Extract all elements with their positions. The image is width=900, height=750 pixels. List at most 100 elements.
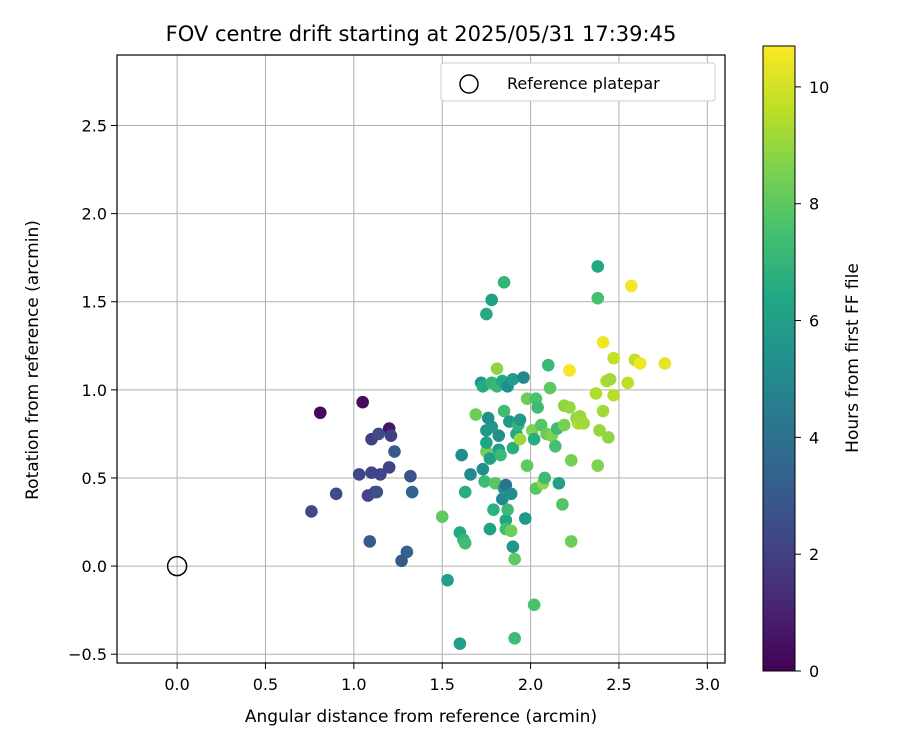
data-point (508, 552, 521, 566)
y-tick-label: −0.5 (68, 645, 107, 664)
data-point (591, 260, 605, 273)
x-tick-label: 2.5 (606, 675, 631, 694)
data-point (363, 535, 377, 548)
data-point (497, 404, 511, 418)
data-point (577, 417, 590, 430)
data-point (506, 441, 520, 455)
data-point (497, 276, 511, 289)
data-point (352, 468, 366, 481)
data-point (602, 431, 615, 444)
data-point (564, 454, 578, 467)
data-point (541, 358, 555, 372)
data-point (487, 503, 500, 516)
data-point (508, 632, 521, 645)
data-point (563, 401, 576, 414)
data-point (564, 535, 578, 548)
data-point (633, 357, 647, 370)
colorbar-tick-label: 2 (809, 545, 819, 564)
data-point (504, 524, 518, 538)
reference-point (166, 555, 188, 577)
data-point (527, 432, 541, 446)
data-point (513, 432, 527, 446)
colorbar-tick-label: 4 (809, 428, 819, 447)
legend-marker (459, 74, 479, 94)
data-point (596, 404, 610, 418)
data-point (464, 468, 477, 481)
data-point (313, 406, 327, 420)
data-point (563, 364, 576, 377)
data-point (520, 392, 534, 405)
data-point (625, 279, 638, 293)
data-point (329, 487, 343, 501)
data-point (506, 540, 520, 553)
colorbar-label: Hours from first FF file (843, 263, 863, 453)
x-tick-label: 1.0 (341, 675, 366, 694)
data-point (531, 401, 544, 414)
data-point (513, 413, 527, 427)
data-point (372, 427, 385, 441)
data-point (589, 387, 603, 400)
data-point (370, 485, 384, 499)
colorbar-tick-label: 8 (809, 195, 819, 214)
chart-title: FOV centre drift starting at 2025/05/31 … (166, 22, 677, 46)
plot-area (116, 54, 726, 664)
data-point (305, 505, 318, 518)
data-point (400, 545, 414, 559)
data-point (382, 461, 396, 474)
legend-entry: Reference platepar (507, 74, 660, 93)
data-point (384, 429, 398, 442)
data-point (557, 418, 571, 432)
data-point (658, 357, 672, 370)
y-axis-ticks: −0.5 0.0 0.5 1.0 1.5 2.0 2.5 (68, 116, 117, 664)
data-point (596, 335, 610, 349)
data-point (518, 512, 532, 525)
data-point (501, 503, 514, 516)
y-tick-label: 2.5 (82, 116, 107, 135)
colorbar-ticks: 0 2 4 6 8 10 (795, 78, 829, 681)
colorbar-tick-label: 6 (809, 312, 819, 331)
data-points (305, 260, 672, 650)
data-point (478, 475, 491, 488)
legend: Reference platepar (440, 62, 716, 102)
data-point (591, 291, 605, 305)
data-point (435, 510, 449, 524)
data-point (441, 573, 454, 587)
data-point (483, 452, 497, 465)
y-tick-label: 1.0 (82, 381, 107, 400)
data-point (607, 351, 620, 365)
colorbar-tick-label: 10 (809, 78, 829, 97)
data-point (485, 420, 498, 434)
data-point (480, 436, 493, 450)
data-point (527, 598, 541, 612)
data-point (593, 424, 606, 437)
x-tick-label: 0.5 (253, 675, 278, 694)
data-point (455, 448, 468, 462)
data-point (621, 376, 635, 390)
data-point (506, 372, 520, 386)
data-point (494, 448, 507, 462)
data-point (543, 381, 557, 395)
x-tick-label: 0.0 (164, 675, 189, 694)
data-point (517, 371, 530, 384)
data-point (480, 307, 493, 321)
data-point (458, 536, 472, 550)
data-point (453, 637, 467, 650)
data-point (552, 476, 566, 490)
legend-box (440, 62, 716, 102)
data-point (388, 445, 401, 458)
data-point (492, 429, 506, 442)
colorbar-tick-label: 0 (809, 662, 819, 681)
data-point (490, 362, 504, 375)
data-point (504, 487, 518, 501)
y-tick-label: 0.0 (82, 557, 107, 576)
data-point (469, 408, 483, 421)
data-point (356, 395, 369, 409)
grid-lines (117, 55, 725, 663)
plot-background (117, 55, 725, 663)
data-point (405, 485, 419, 499)
data-point (607, 388, 620, 402)
data-point (458, 485, 472, 499)
x-tick-label: 1.5 (429, 675, 454, 694)
colorbar-gradient (762, 45, 796, 672)
